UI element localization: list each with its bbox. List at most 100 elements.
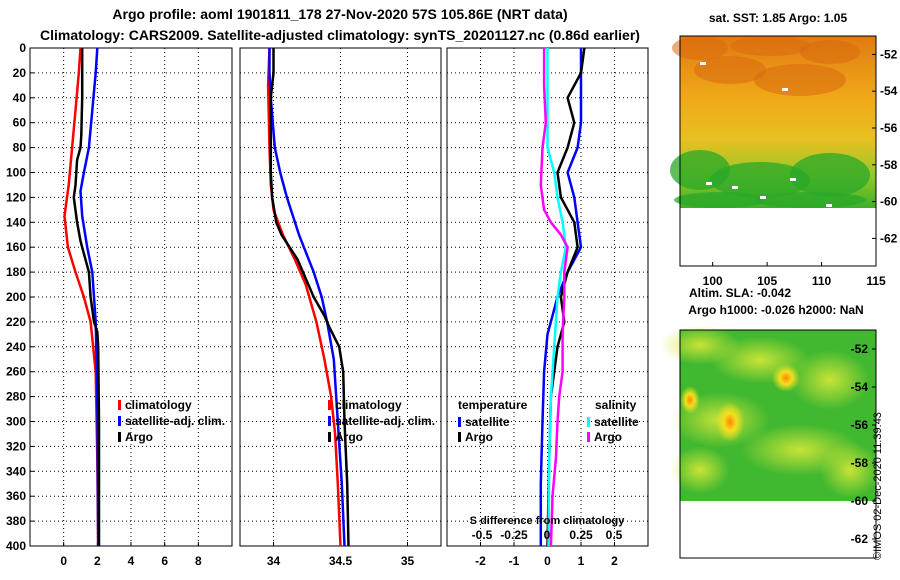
legend-swatch (328, 416, 331, 426)
y-tick-label: 160 (6, 240, 26, 254)
y-tick-label: 380 (6, 514, 26, 528)
y-tick-label: 320 (6, 439, 26, 453)
legend-swatch (458, 417, 461, 427)
sst-y-tick-label: -62 (880, 231, 898, 245)
sst-y-tick-label: -58 (880, 158, 898, 172)
sla-y-tick-label: -52 (851, 342, 869, 356)
legend-label: satellite (465, 415, 510, 429)
legend-label: Argo (594, 430, 622, 444)
y-tick-label: 400 (6, 539, 26, 553)
legend-label: Argo (125, 430, 153, 444)
series-line-salinity-argo (539, 48, 569, 547)
legend-label: climatology (125, 398, 192, 412)
sst-y-tick-label: -56 (880, 121, 898, 135)
y-tick-label: 240 (6, 340, 26, 354)
sst-missing-pixel (826, 204, 832, 207)
y-tick-label: 220 (6, 315, 26, 329)
series-line-temperature-satellite (539, 48, 583, 546)
legend-swatch (587, 432, 590, 442)
y-tick-label: 120 (6, 190, 26, 204)
sla-y-tick-label: -54 (851, 380, 869, 394)
sst-cool-patch (790, 153, 870, 197)
sst-missing-pixel (760, 196, 766, 199)
y-tick-label: 80 (13, 141, 27, 155)
sla-y-tick-label: -56 (851, 418, 869, 432)
x-tick-label: 1 (578, 554, 585, 568)
legend-label: satellite-adj. clim. (125, 414, 225, 428)
sla-map-frame (679, 329, 877, 559)
sst-y-tick-label: -52 (880, 47, 898, 61)
x-tick-label: 2 (611, 554, 618, 568)
sla-map-title-line1: Altim. SLA: -0.042 (689, 286, 791, 300)
series-line-satellite-adj-clim- (79, 47, 100, 547)
x-tick-label: 4 (128, 554, 135, 568)
y-tick-label: 40 (13, 91, 27, 105)
credit-text: ©IMOS 02-Dec-2020 11:39:43 (872, 412, 884, 560)
y-tick-label: 360 (6, 489, 26, 503)
salinity-tick-label: -0.25 (500, 528, 528, 542)
y-tick-label: 260 (6, 365, 26, 379)
sst-warm-patch (672, 36, 728, 60)
salinity-tick-label: 0 (544, 528, 551, 542)
salinity-tick-label: -0.5 (472, 528, 493, 542)
sst-warm-patch (730, 36, 810, 56)
legend-swatch (328, 432, 331, 442)
sst-x-tick-label: 115 (866, 274, 886, 288)
y-tick-label: 300 (6, 415, 26, 429)
legend-swatch (328, 400, 331, 410)
y-tick-label: 0 (19, 41, 26, 55)
sst-missing-pixel (796, 210, 802, 213)
sst-x-tick-label: 105 (757, 274, 777, 288)
salinity-tick-label: 0.5 (606, 528, 623, 542)
x-tick-label: 6 (161, 554, 168, 568)
sst-y-tick-label: -60 (880, 195, 898, 209)
x-tick-label: -2 (475, 554, 486, 568)
sst-y-tick-label: -54 (880, 84, 898, 98)
sla-y-tick-label: -60 (851, 494, 869, 508)
sla-high-blob (716, 402, 744, 442)
sst-missing-pixel (700, 62, 706, 65)
legend-title-temperature: temperature (458, 398, 528, 412)
sst-missing-pixel (790, 178, 796, 181)
legend-swatch (587, 417, 590, 427)
y-tick-label: 200 (6, 290, 26, 304)
sla-y-tick-label: -58 (851, 456, 869, 470)
x-tick-label: 34 (267, 554, 281, 568)
sst-x-tick-label: 110 (812, 274, 832, 288)
y-tick-label: 340 (6, 464, 26, 478)
sst-x-tick-label: 100 (703, 274, 723, 288)
sla-high-blob (772, 364, 800, 392)
y-tick-label: 20 (13, 66, 27, 80)
x-tick-label: 0 (60, 554, 67, 568)
legend-label: satellite-adj. clim. (335, 414, 435, 428)
x-tick-label: 34.5 (329, 554, 353, 568)
sla-map-title-line2: Argo h1000: -0.026 h2000: NaN (688, 303, 863, 317)
sst-missing-pixel (706, 182, 712, 185)
sst-missing-pixel (732, 186, 738, 189)
chart-title-line2: Climatology: CARS2009. Satellite-adjuste… (40, 27, 640, 43)
sst-warm-patch (754, 64, 846, 96)
y-tick-label: 60 (13, 116, 27, 130)
legend-title-salinity: salinity (595, 398, 637, 412)
salinity-tick-label: 0.25 (569, 528, 593, 542)
series-line-argo (72, 48, 101, 546)
x-tick-label: 0 (544, 554, 551, 568)
sst-map-title: sat. SST: 1.85 Argo: 1.05 (709, 11, 848, 25)
legend-swatch (118, 416, 121, 426)
sst-map-frame (679, 35, 877, 267)
sst-missing-pixel (806, 208, 812, 211)
sla-y-tick-label: -62 (851, 532, 869, 546)
y-tick-label: 140 (6, 215, 26, 229)
legend-label: satellite (594, 415, 639, 429)
sla-anomaly-patch (670, 446, 730, 494)
chart-title-line1: Argo profile: aoml 1901811_178 27-Nov-20… (112, 6, 568, 22)
x-tick-label: 8 (195, 554, 202, 568)
series-line-temperature-argo (546, 47, 586, 547)
annotation-s-difference: S difference from climatology (470, 515, 626, 527)
x-tick-label: -1 (509, 554, 520, 568)
legend-swatch (118, 432, 121, 442)
legend-label: climatology (335, 398, 402, 412)
y-tick-label: 180 (6, 265, 26, 279)
x-tick-label: 2 (94, 554, 101, 568)
